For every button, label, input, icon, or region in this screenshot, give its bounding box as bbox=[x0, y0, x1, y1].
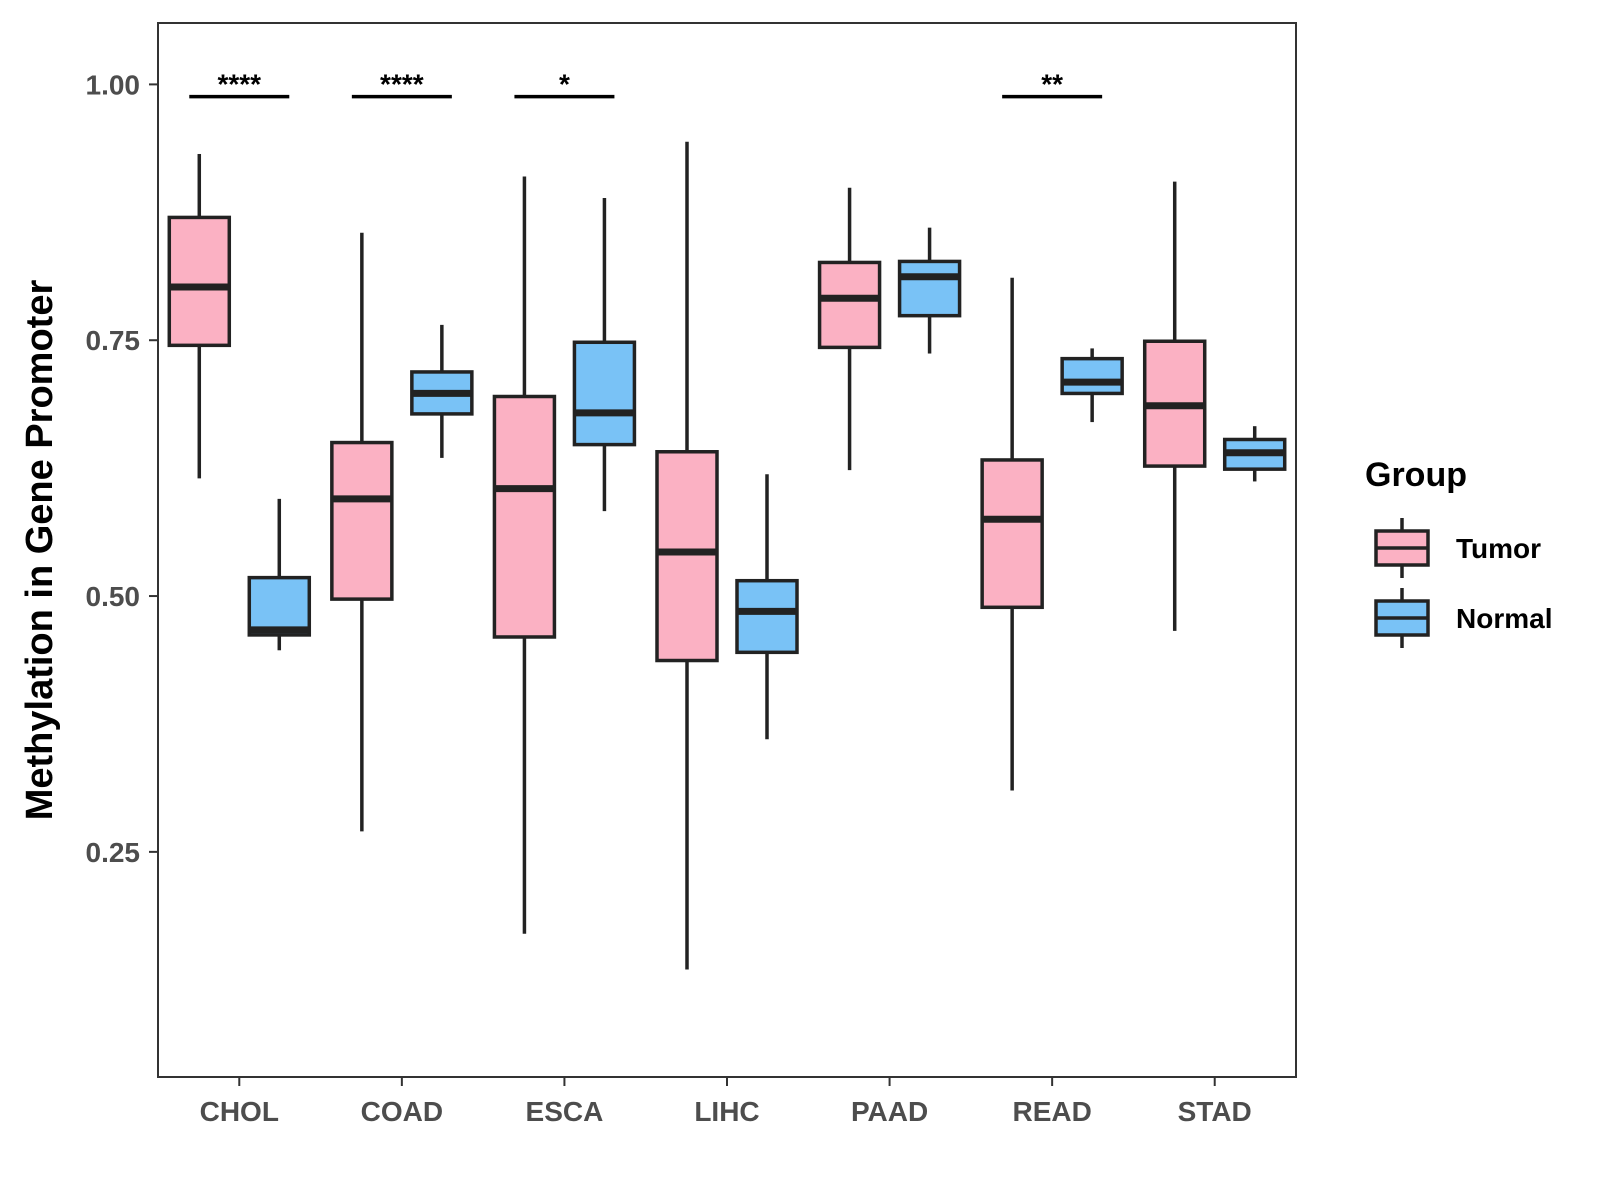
significance-label: **** bbox=[380, 69, 424, 100]
legend-label: Tumor bbox=[1456, 533, 1541, 564]
box-body bbox=[817, 260, 882, 350]
legend-item-normal: Normal bbox=[1374, 588, 1552, 648]
box-body bbox=[572, 340, 637, 447]
y-tick-label: 0.75 bbox=[86, 325, 141, 356]
box-tumor-paad bbox=[817, 187, 882, 471]
significance-label: * bbox=[559, 69, 570, 100]
x-tick-label: PAAD bbox=[851, 1096, 928, 1127]
box-body bbox=[1060, 356, 1124, 396]
legend-title: Group bbox=[1365, 456, 1467, 494]
box-body bbox=[655, 450, 719, 663]
box-normal-stad bbox=[1222, 426, 1287, 482]
box-body bbox=[167, 215, 232, 348]
box-normal-esca bbox=[572, 197, 637, 512]
box-normal-coad bbox=[410, 324, 474, 458]
box-tumor-lihc bbox=[655, 141, 719, 970]
box-normal-paad bbox=[897, 227, 962, 354]
x-tick-label: LIHC bbox=[694, 1096, 759, 1127]
y-tick-label: 0.25 bbox=[86, 837, 141, 868]
significance-label: ** bbox=[1041, 69, 1063, 100]
x-tick-label: COAD bbox=[361, 1096, 443, 1127]
box-tumor-read bbox=[980, 277, 1044, 791]
box-body bbox=[247, 575, 312, 637]
box-normal-chol bbox=[247, 498, 312, 651]
plot-area: **** **** * ** bbox=[167, 69, 1287, 970]
legend-item-tumor: Tumor bbox=[1374, 518, 1541, 578]
box-body bbox=[897, 259, 962, 318]
legend: Group Tumor Normal bbox=[1365, 456, 1552, 648]
box-tumor-chol bbox=[167, 153, 232, 479]
x-tick-label: CHOL bbox=[200, 1096, 279, 1127]
y-tick-label: 1.00 bbox=[86, 69, 141, 100]
y-tick-label: 0.50 bbox=[86, 581, 141, 612]
axes: 0.25 0.50 0.75 1.00 CHOL COAD ESCA LIHC PAAD READ… bbox=[86, 69, 1252, 1127]
box-tumor-esca bbox=[492, 176, 557, 934]
box-body bbox=[492, 394, 557, 639]
box-body bbox=[330, 440, 394, 601]
box-normal-read bbox=[1060, 348, 1124, 423]
box-tumor-stad bbox=[1142, 181, 1207, 631]
box-body bbox=[735, 578, 799, 655]
x-tick-label: READ bbox=[1012, 1096, 1091, 1127]
box-tumor-coad bbox=[330, 232, 394, 832]
x-tick-label: ESCA bbox=[526, 1096, 604, 1127]
box-body bbox=[980, 458, 1044, 610]
box-normal-lihc bbox=[735, 474, 799, 740]
significance-label: **** bbox=[217, 69, 261, 100]
x-tick-label: STAD bbox=[1178, 1096, 1252, 1127]
y-axis-title: Methylation in Gene Promoter bbox=[19, 280, 61, 821]
legend-label: Normal bbox=[1456, 603, 1552, 634]
